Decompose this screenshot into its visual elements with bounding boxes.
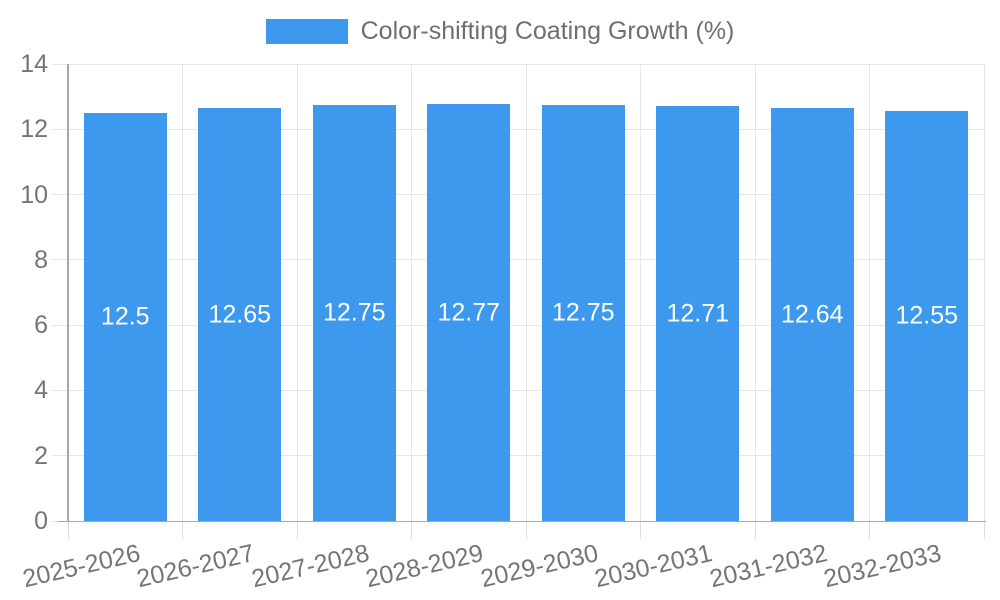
y-gridline (52, 63, 984, 65)
x-axis-tick-label: 2030-2031 (592, 539, 716, 594)
bar[interactable] (198, 108, 282, 521)
x-gridline (296, 64, 298, 521)
legend-label: Color-shifting Coating Growth (%) (360, 17, 735, 45)
x-gridline (640, 64, 641, 521)
bar-value-label: 12.65 (208, 300, 272, 329)
bar-value-label: 12.55 (895, 301, 959, 330)
x-axis-tick-label: 2031-2032 (706, 539, 830, 594)
y-axis-tick-label: 4 (34, 376, 48, 405)
x-gridline (983, 64, 985, 521)
bar[interactable] (885, 111, 969, 521)
bar-value-label: 12.77 (437, 298, 501, 327)
x-gridline (182, 64, 183, 521)
bar-value-label: 12.5 (100, 302, 150, 331)
x-axis-tick-label: 2027-2028 (248, 539, 372, 594)
y-gridline (52, 455, 984, 457)
x-axis-tick-mark (525, 521, 527, 539)
bar[interactable] (312, 104, 396, 521)
bar-value-label: 12.75 (551, 298, 615, 327)
y-gridline (52, 259, 984, 261)
x-gridline (525, 64, 527, 521)
legend-swatch-icon (265, 19, 348, 44)
x-axis-tick-mark (182, 521, 183, 539)
y-gridline (52, 324, 984, 326)
x-axis-tick-label: 2026-2027 (134, 539, 258, 594)
bar[interactable] (427, 104, 511, 521)
y-axis-tick-label: 12 (20, 115, 48, 144)
y-gridline (52, 128, 984, 130)
x-axis-tick-mark (869, 521, 870, 539)
x-gridline (411, 64, 412, 521)
x-axis-tick-mark (754, 521, 756, 539)
x-axis-tick-label: 2032-2033 (821, 539, 945, 594)
y-gridline (52, 194, 984, 196)
y-axis-line (67, 64, 69, 521)
x-axis-tick-mark (296, 521, 298, 539)
x-axis-tick-mark (67, 521, 69, 539)
y-axis-tick-label: 2 (34, 441, 48, 470)
bar[interactable] (541, 104, 625, 521)
x-gridline (869, 64, 870, 521)
x-axis-tick-mark (640, 521, 641, 539)
y-axis-tick-label: 10 (20, 180, 48, 209)
x-axis-tick-mark (411, 521, 412, 539)
x-axis-tick-label: 2029-2030 (477, 539, 601, 594)
y-axis-tick-label: 14 (20, 50, 48, 78)
bar[interactable] (656, 106, 740, 521)
y-axis-tick-label: 8 (34, 245, 48, 274)
y-axis-tick-label: 6 (34, 311, 48, 340)
x-axis-tick-label: 2028-2029 (363, 539, 487, 594)
bar-value-label: 12.64 (780, 300, 844, 329)
bar-value-label: 12.71 (666, 299, 730, 328)
bar-value-label: 12.75 (322, 298, 386, 327)
x-axis-tick-mark (983, 521, 985, 539)
x-axis-tick-label: 2025-2026 (19, 539, 143, 594)
chart-legend[interactable]: Color-shifting Coating Growth (%) (0, 17, 1000, 45)
y-axis-tick-label: 0 (34, 507, 48, 535)
y-gridline (52, 389, 984, 391)
bar[interactable] (770, 108, 854, 521)
x-gridline (754, 64, 756, 521)
x-axis-line (58, 520, 986, 522)
bar[interactable] (83, 112, 167, 521)
